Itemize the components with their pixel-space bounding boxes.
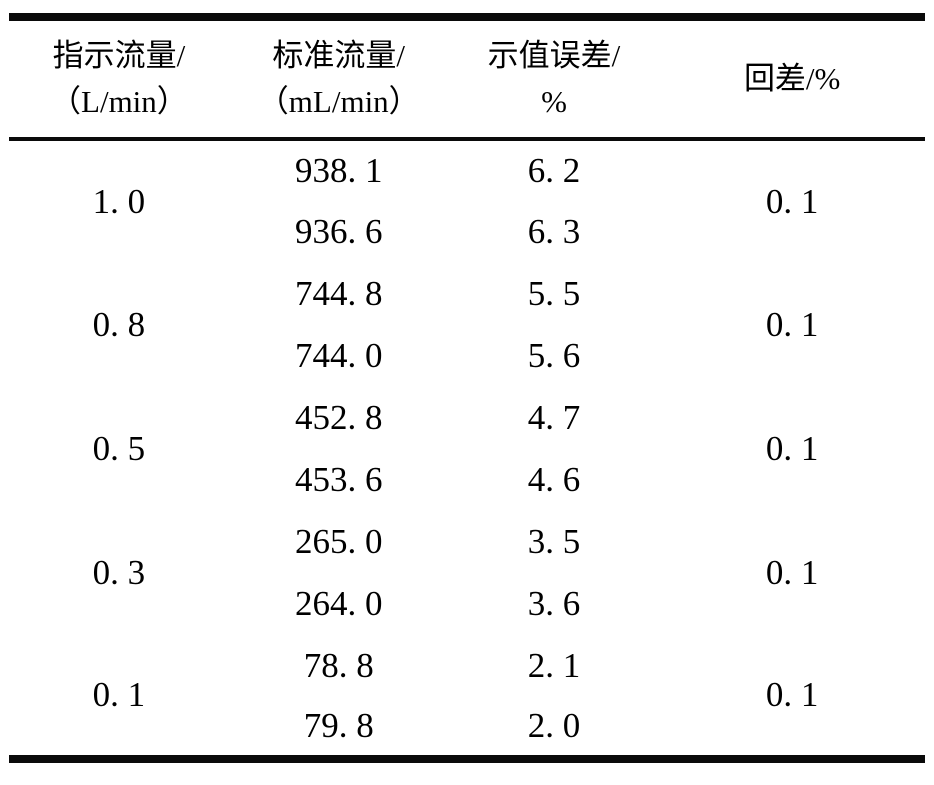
flow-calibration-table: 指示流量/ （L/min） 标准流量/ （mL/min） 示值误差/ % 回差/… [9,13,925,763]
col-header-hysteresis: 回差/% [659,17,925,141]
header-line: （mL/min） [257,84,420,119]
cell-indication-error: 6. 2 [527,151,581,190]
cell-standard-flow: 936. 6 [294,212,383,251]
table-row: 936. 6 6. 3 [9,201,925,263]
table-row: 0. 5 452. 8 4. 7 0. 1 [9,387,925,468]
table-row: 453. 6 4. 6 [9,449,925,511]
table-row: 264. 0 3. 6 [9,573,925,635]
cell-indication-error: 4. 6 [527,460,581,499]
table-row: 0. 8 744. 8 5. 5 0. 1 [9,263,925,344]
table-row: 1. 0 938. 1 6. 2 0. 1 [9,139,925,221]
col-header-indicated-flow: 指示流量/ （L/min） [9,17,229,141]
cell-standard-flow: 264. 0 [294,584,383,623]
cell-hysteresis: 0. 1 [765,429,819,468]
cell-indication-error: 2. 1 [527,646,581,685]
cell-hysteresis: 0. 1 [765,305,819,344]
header-row: 指示流量/ （L/min） 标准流量/ （mL/min） 示值误差/ % 回差/… [9,17,925,141]
cell-standard-flow: 453. 6 [294,460,383,499]
cell-hysteresis: 0. 1 [765,553,819,592]
cell-standard-flow: 452. 8 [294,398,383,437]
table-row: 0. 1 78. 8 2. 1 0. 1 [9,635,925,714]
header-line: 指示流量/ [52,38,186,73]
header-line: % [541,84,567,119]
cell-standard-flow: 79. 8 [303,706,374,745]
cell-hysteresis: 0. 1 [765,675,819,714]
cell-indication-error: 5. 6 [527,336,581,375]
cell-hysteresis: 0. 1 [765,182,819,221]
cell-indicated-flow: 0. 3 [92,553,146,592]
header-line: 回差/% [743,61,841,96]
cell-indicated-flow: 0. 5 [92,429,146,468]
header-line: 标准流量/ [272,38,406,73]
cell-indication-error: 3. 5 [527,522,581,561]
header-line: 示值误差/ [487,38,621,73]
cell-standard-flow: 938. 1 [294,151,383,190]
cell-standard-flow: 744. 0 [294,336,383,375]
cell-indication-error: 6. 3 [527,212,581,251]
cell-standard-flow: 265. 0 [294,522,383,561]
cell-indication-error: 4. 7 [527,398,581,437]
cell-standard-flow: 78. 8 [303,646,374,685]
cell-indication-error: 2. 0 [527,706,581,745]
cell-indicated-flow: 0. 1 [92,675,146,714]
header-line: （L/min） [50,84,188,119]
table-row: 0. 3 265. 0 3. 5 0. 1 [9,511,925,592]
cell-indication-error: 3. 6 [527,584,581,623]
cell-standard-flow: 744. 8 [294,274,383,313]
table-row: 79. 8 2. 0 [9,697,925,759]
cell-indicated-flow: 0. 8 [92,305,146,344]
table-row: 744. 0 5. 6 [9,325,925,387]
col-header-standard-flow: 标准流量/ （mL/min） [228,17,449,141]
cell-indication-error: 5. 5 [527,274,581,313]
cell-indicated-flow: 1. 0 [92,182,146,221]
col-header-indication-error: 示值误差/ % [448,17,660,141]
